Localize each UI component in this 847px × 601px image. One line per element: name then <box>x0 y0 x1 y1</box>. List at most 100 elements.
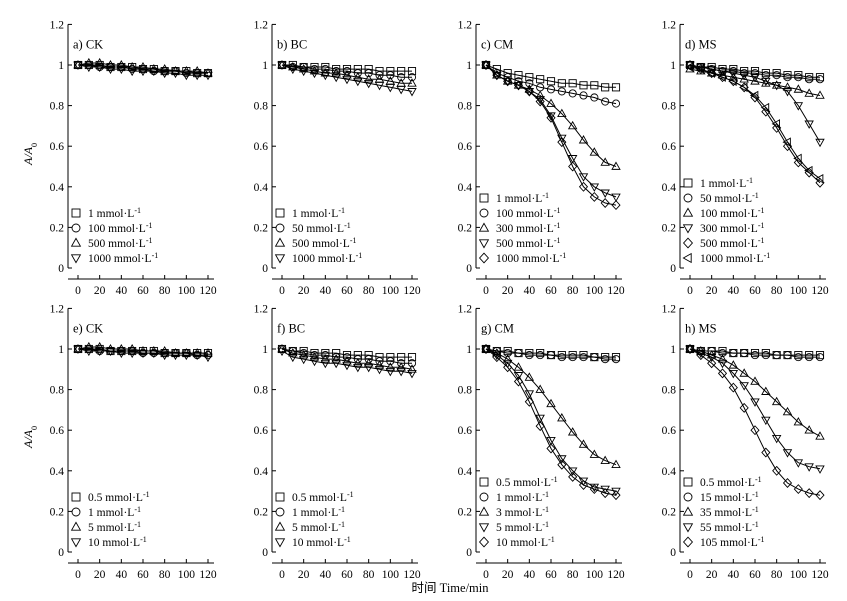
y-tick-label: 0.4 <box>662 466 677 478</box>
data-point-triangle-down <box>354 364 362 371</box>
panel-e: 00.20.40.60.811.20 20 40 60 80 100 120e) CK0.5… <box>50 303 217 581</box>
x-tick-label: 60 <box>341 285 353 297</box>
x-tick-label: 120 <box>607 285 625 297</box>
y-tick-label: 1.2 <box>458 303 473 315</box>
y-tick-label: 0.6 <box>458 141 473 153</box>
x-tick-label: 20 <box>94 569 106 581</box>
x-tick-label: 0 <box>279 569 285 581</box>
legend-marker-square <box>276 493 284 501</box>
x-tick-label: 60 <box>137 569 149 581</box>
x-tick-label: 0 <box>687 285 693 297</box>
y-tick-label: 0.8 <box>662 101 677 113</box>
legend-label: 10 mmol·L-1 <box>88 535 147 550</box>
panel-a: 00.20.40.60.811.20 20 40 60 80 100 120a) CK1 m… <box>50 19 217 297</box>
y-tick-label: 1 <box>670 344 676 356</box>
x-tick-label: 120 <box>403 285 421 297</box>
x-tick-label: 80 <box>363 285 375 297</box>
x-tick-label: 80 <box>159 569 171 581</box>
legend-label: 55 mmol·L-1 <box>700 520 759 535</box>
legend-label: 0.5 mmol·L-1 <box>292 490 354 505</box>
legend-marker-circle <box>276 224 284 232</box>
legend-marker-circle <box>480 493 488 501</box>
data-point-triangle-down <box>321 360 329 367</box>
x-tick-label: 120 <box>199 569 217 581</box>
legend-marker-triangle-down <box>480 524 489 532</box>
x-tick-label: 100 <box>382 569 400 581</box>
legend-marker-circle <box>684 493 692 501</box>
y-tick-label: 0.6 <box>254 425 269 437</box>
x-tick-label: 100 <box>382 285 400 297</box>
x-tick-label: 80 <box>567 569 579 581</box>
legend-label: 15 mmol·L-1 <box>700 490 759 505</box>
x-tick-label: 0 <box>483 285 489 297</box>
x-axis-label: 时间 Time/min <box>412 581 490 595</box>
legend-label: 0.5 mmol·L-1 <box>700 475 762 490</box>
panel-g: 00.20.40.60.811.20 20 40 60 80 100 120g) CM0.5… <box>458 303 625 581</box>
legend-label: 1000 mmol·L-1 <box>88 251 158 266</box>
x-tick-label: 20 <box>94 285 106 297</box>
y-tick-label: 1.2 <box>458 19 473 31</box>
y-tick-label: 1 <box>262 60 268 72</box>
y-tick-label: 0.4 <box>254 466 269 478</box>
y-tick-label: 0.2 <box>458 506 473 518</box>
legend-label: 3 mmol·L-1 <box>496 505 549 520</box>
data-point-triangle-up <box>547 99 555 106</box>
x-tick-label: 20 <box>298 285 310 297</box>
x-tick-label: 80 <box>771 285 783 297</box>
legend-marker-triangle-up <box>480 223 489 231</box>
legend-marker-triangle-down <box>72 255 81 263</box>
x-tick-label: 40 <box>524 285 536 297</box>
legend-label: 500 mmol·L-1 <box>292 236 357 251</box>
legend-marker-triangle-down <box>480 240 489 248</box>
legend-label: 1 mmol·L-1 <box>496 490 549 505</box>
legend-marker-triangle-up <box>276 522 285 530</box>
x-tick-label: 120 <box>811 569 829 581</box>
legend-marker-circle <box>72 508 80 516</box>
y-tick-label: 1.2 <box>254 303 269 315</box>
legend-marker-square <box>684 478 692 486</box>
legend-marker-triangle-left <box>683 254 691 263</box>
y-tick-label: 0.6 <box>662 425 677 437</box>
y-tick-label: 0.6 <box>662 141 677 153</box>
legend-label: 1 mmol·L-1 <box>700 176 753 191</box>
legend-marker-circle <box>480 209 488 217</box>
legend-marker-diamond <box>684 238 693 248</box>
panel-h: 00.20.40.60.811.20 20 40 60 80 100 120h) MS0.5… <box>662 303 829 581</box>
legend-label: 35 mmol·L-1 <box>700 505 759 520</box>
panels: 00.20.40.60.811.20 20 40 60 80 100 120a) CK1 m… <box>50 19 829 581</box>
panel-title: f) BC <box>277 322 305 336</box>
legend-label: 5 mmol·L-1 <box>496 520 549 535</box>
legend-label: 10 mmol·L-1 <box>496 535 555 550</box>
y-tick-label: 0.4 <box>458 182 473 194</box>
x-tick-label: 0 <box>279 285 285 297</box>
x-tick-label: 0 <box>483 569 489 581</box>
legend-label: 500 mmol·L-1 <box>88 236 153 251</box>
legend-label: 5 mmol·L-1 <box>292 520 345 535</box>
data-point-triangle-up <box>515 363 523 370</box>
legend-label: 105 mmol·L-1 <box>700 535 765 550</box>
y-tick-label: 0.2 <box>50 222 65 234</box>
panel-title: h) MS <box>685 322 717 336</box>
y-tick-label: 1.2 <box>662 303 677 315</box>
legend-label: 1 mmol·L-1 <box>292 206 345 221</box>
y-tick-label: 0 <box>670 263 676 275</box>
x-tick-label: 40 <box>320 285 332 297</box>
y-tick-label: 0.2 <box>254 222 269 234</box>
y-tick-label: 1.2 <box>254 19 269 31</box>
data-point-triangle-down <box>590 184 598 191</box>
x-tick-label: 40 <box>320 569 332 581</box>
y-tick-label: 0.6 <box>50 425 65 437</box>
data-point-triangle-up <box>751 377 759 384</box>
x-tick-label: 120 <box>607 569 625 581</box>
legend-marker-triangle-down <box>684 225 693 233</box>
legend-marker-triangle-down <box>684 524 693 532</box>
legend-marker-square <box>480 194 488 202</box>
legend-label: 100 mmol·L-1 <box>88 221 153 236</box>
y-tick-label: 0 <box>466 263 472 275</box>
y-tick-label: 0.2 <box>254 506 269 518</box>
y-tick-label: 1 <box>58 60 64 72</box>
y-tick-label: 0.4 <box>254 182 269 194</box>
legend-marker-triangle-up <box>72 522 81 530</box>
legend-marker-circle <box>684 194 692 202</box>
